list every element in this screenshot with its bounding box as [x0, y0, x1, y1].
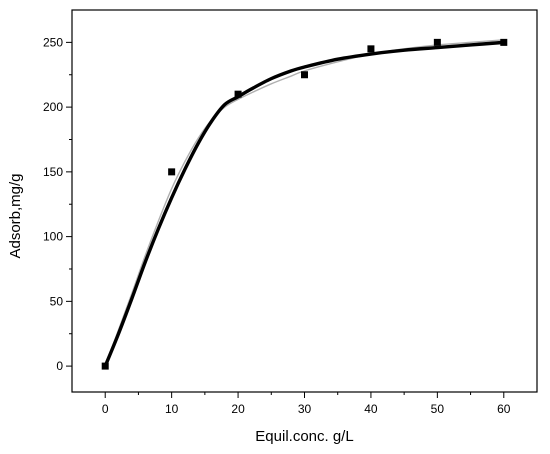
data-point	[234, 90, 242, 98]
data-point	[500, 38, 508, 46]
x-axis-title: Equil.conc. g/L	[255, 428, 353, 445]
x-tick-labels: 0 10 20 30 40 50 60	[102, 402, 511, 416]
axis-ticks	[66, 41, 505, 398]
y-tick-label: 50	[50, 294, 64, 308]
series-layer	[101, 38, 508, 370]
x-tick-label: 40	[364, 402, 378, 416]
data-point	[301, 71, 308, 79]
data-point	[433, 38, 441, 46]
y-tick-label: 0	[56, 359, 63, 373]
y-tick-label: 150	[43, 165, 63, 179]
x-tick-label: 0	[102, 402, 109, 416]
y-tick-label: 200	[43, 100, 63, 114]
x-tick-label: 30	[298, 402, 312, 416]
x-tick-label: 20	[231, 402, 245, 416]
data-point	[367, 45, 375, 53]
x-tick-label: 10	[165, 402, 179, 416]
data-point	[168, 168, 176, 176]
y-tick-label: 250	[43, 35, 63, 49]
y-tick-label: 100	[43, 230, 63, 244]
data-point	[101, 362, 109, 370]
y-tick-labels: 0 50 100 150 200 250	[43, 35, 63, 373]
fit-curve-thin	[104, 39, 505, 367]
x-tick-label: 50	[431, 402, 445, 416]
y-axis-title: Adsorb,mg/g	[7, 173, 24, 258]
x-tick-label: 60	[497, 402, 511, 416]
